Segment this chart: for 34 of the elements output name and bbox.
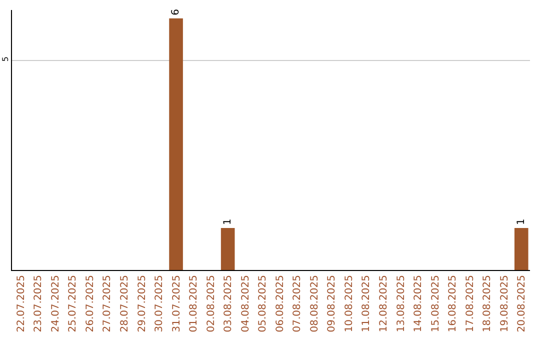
x-tick-label: 26.07.2025 [84, 275, 96, 332]
x-tick-label: 20.08.2025 [516, 275, 528, 332]
x-tick-label: 17.08.2025 [464, 275, 476, 332]
x-tick-label: 12.08.2025 [378, 275, 390, 332]
data-label: 6 [170, 9, 182, 16]
x-tick-label: 23.07.2025 [33, 275, 44, 332]
x-tick-label: 07.08.2025 [292, 275, 304, 332]
x-tick-label: 27.07.2025 [102, 275, 114, 332]
x-tick-label: 05.08.2025 [258, 275, 269, 332]
x-tick-label: 19.08.2025 [499, 275, 510, 332]
x-tick-label: 11.08.2025 [361, 275, 372, 332]
data-label: 1 [516, 218, 527, 226]
x-tick-label: 18.08.2025 [482, 275, 494, 332]
x-tick-label: 04.08.2025 [240, 275, 252, 332]
x-tick-label: 13.08.2025 [396, 275, 407, 332]
x-tick-label: 01.08.2025 [188, 275, 200, 332]
x-tick-label: 14.08.2025 [413, 275, 424, 332]
x-tick-label: 22.07.2025 [16, 275, 27, 332]
x-tick-label: 10.08.2025 [344, 275, 355, 332]
data-label: 1 [222, 218, 234, 226]
x-tick-label: 15.08.2025 [430, 275, 442, 332]
x-tick-label: 06.08.2025 [274, 275, 286, 332]
x-tick-label: 25.07.2025 [68, 275, 79, 332]
x-tick-label: 08.08.2025 [309, 275, 320, 332]
x-tick-label: 09.08.2025 [326, 275, 338, 332]
x-tick-label: 29.07.2025 [136, 275, 148, 332]
x-tick-label: 16.08.2025 [448, 275, 459, 332]
x-tick-label: 02.08.2025 [206, 275, 217, 332]
y-tick-label: 5 [0, 56, 10, 62]
x-tick-label: 03.08.2025 [223, 275, 234, 332]
x-tick-label: 24.07.2025 [50, 275, 62, 332]
x-tick-label: 28.07.2025 [119, 275, 130, 332]
x-tick-label: 31.07.2025 [171, 275, 182, 332]
x-tick-label: 30.07.2025 [154, 275, 166, 332]
